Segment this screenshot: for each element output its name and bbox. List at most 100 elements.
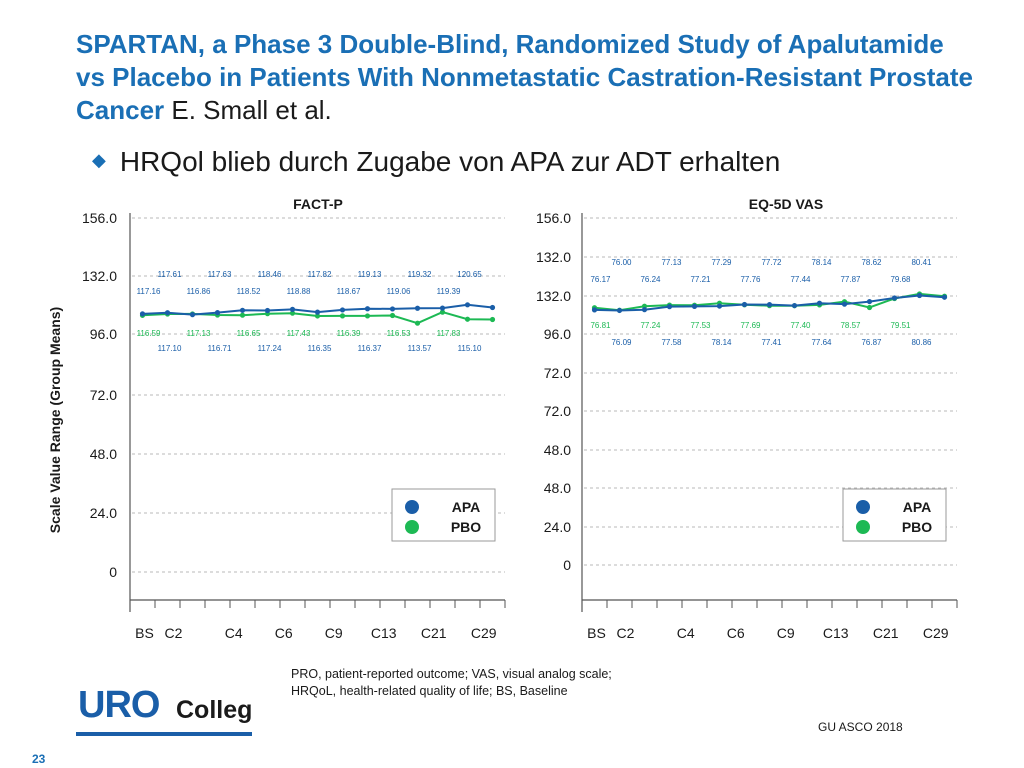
chart1-legend-label-apa: APA [452,499,481,515]
chart2-data-label-apa: 78.62 [861,258,882,267]
chart2-point-apa [866,298,873,305]
chart2-data-label-pbo: 76.09 [611,338,632,347]
bullet-text: HRQol blieb durch Zugabe von APA zur ADT… [119,146,781,177]
chart1-legend-marker-pbo [405,520,419,534]
chart1-y-tick-label: 96.0 [90,326,117,342]
bullet-point: ◆ HRQol blieb durch Zugabe von APA zur AD… [92,146,780,178]
chart1-x-tick-label: C13 [371,625,397,641]
chart2-data-label-pbo: 78.57 [840,321,861,330]
chart1-x-tick-label: C9 [325,625,343,641]
chart2-data-label-pbo: 78.14 [711,338,732,347]
footnote: PRO, patient-reported outcome; VAS, visu… [291,666,612,700]
chart2-title: EQ-5D VAS [749,196,823,212]
chart1-point-apa [214,310,221,316]
chart2-data-label-pbo: 76.81 [590,321,611,330]
chart2-point-pbo [866,304,873,311]
chart1-point-apa [189,312,196,318]
chart1-data-label-apa: 117.63 [208,270,232,279]
chart1-point-apa [139,311,146,317]
chart1-data-label-apa: 119.32 [408,270,432,279]
chart2-y-tick-label: 96.0 [544,326,571,342]
chart2-data-label-apa: 77.29 [711,258,732,267]
chart1-data-label-apa: 119.13 [358,270,382,279]
chart1-point-apa [489,304,496,311]
chart2-point-apa [741,301,748,308]
footnote-line-2: HRQoL, health-related quality of life; B… [291,684,568,698]
chart2-legend-label-pbo: PBO [902,519,932,535]
chart2-data-label-apa: 77.72 [761,258,782,267]
chart1-data-label-apa: 120.65 [457,270,482,279]
chart2-point-apa [766,302,773,308]
chart2-point-apa [666,304,673,310]
chart1-x-tick-label: BS [135,625,154,641]
chart2-data-label-pbo: 77.41 [761,338,782,347]
chart2-legend-marker-apa [856,500,870,514]
chart1-point-apa [339,307,346,313]
chart1-title: FACT-P [293,196,343,212]
chart1-data-label-apa: 118.67 [337,287,361,296]
chart1-y-tick-label: 24.0 [90,505,117,521]
chart1-point-apa [389,306,396,312]
chart1-point-pbo [239,312,246,318]
chart2-legend-label-apa: APA [903,499,932,515]
chart1-x-tick-label: C4 [225,625,243,641]
logo-underline [76,732,252,736]
chart1-data-label-pbo: 117.43 [287,329,311,338]
chart1-point-pbo [414,320,421,326]
chart1-point-pbo [389,312,396,319]
slide-author: E. Small et al. [171,95,332,125]
chart1-data-label-pbo: 115.10 [458,344,482,353]
chart2-data-label-pbo: 77.24 [640,321,661,330]
chart1-data-label-apa: 118.46 [258,270,282,279]
chart2-point-apa [816,300,823,306]
chart2-point-apa [716,303,723,309]
chart2-data-label-pbo: 80.86 [911,338,932,347]
chart1-point-apa [439,305,446,311]
chart2-y-tick-label: 72.0 [544,365,571,381]
chart2-data-label-pbo: 76.87 [861,338,882,347]
chart2-data-label-pbo: 77.69 [740,321,761,330]
chart1-point-pbo [314,313,321,319]
chart1-legend-marker-apa [405,500,419,514]
chart2-point-apa [916,292,923,299]
chart1-data-label-pbo: 116.65 [237,329,261,338]
chart2-data-label-pbo: 79.51 [890,321,911,330]
chart1-point-pbo [489,316,496,323]
chart2-x-tick-label: C9 [777,625,795,641]
chart1-data-label-apa: 117.16 [137,287,161,296]
chart2-y-tick-label: 132.0 [536,288,571,304]
chart1-y-tick-label: 156.0 [82,210,117,226]
chart1-data-label-pbo: 116.37 [358,344,382,353]
chart2-data-label-apa: 77.13 [661,258,682,267]
chart2-data-label-apa: 76.17 [590,275,611,284]
chart2-y-tick-label: 48.0 [544,442,571,458]
diamond-bullet-icon: ◆ [92,150,106,170]
chart1-point-apa [314,309,321,315]
chart1-y-tick-label: 132.0 [82,268,117,284]
chart1-data-label-pbo: 116.53 [387,329,411,338]
chart1-y-tick-label: 72.0 [90,387,117,403]
chart1-data-label-pbo: 113.57 [408,344,432,353]
chart1-point-apa [164,310,171,316]
chart1-data-label-apa: 119.39 [437,287,461,296]
chart2-x-tick-label: C21 [873,625,899,641]
chart2-data-label-apa: 80.41 [911,258,932,267]
chart2-x-tick-label: BS [587,625,606,641]
chart1-data-label-apa: 118.52 [237,287,261,296]
chart2-data-label-apa: 77.87 [840,275,861,284]
chart2-legend-marker-pbo [856,520,870,534]
chart2-point-apa [791,302,798,309]
chart1-x-tick-label: C6 [275,625,293,641]
chart1-point-apa [239,307,246,313]
urocolleg-logo: URO Colleg [76,682,256,742]
chart2-point-apa [641,307,648,313]
chart2-point-apa [591,307,598,313]
logo-uro-text: URO [78,684,160,726]
chart2-data-label-apa: 76.24 [640,275,661,284]
chart2-y-tick-label: 48.0 [544,480,571,496]
chart2-x-tick-label: C6 [727,625,745,641]
chart1-data-label-pbo: 117.10 [158,344,182,353]
slide-title: SPARTAN, a Phase 3 Double-Blind, Randomi… [76,28,976,127]
chart2-data-label-pbo: 77.53 [690,321,711,330]
chart2-data-label-apa: 77.76 [740,275,761,284]
